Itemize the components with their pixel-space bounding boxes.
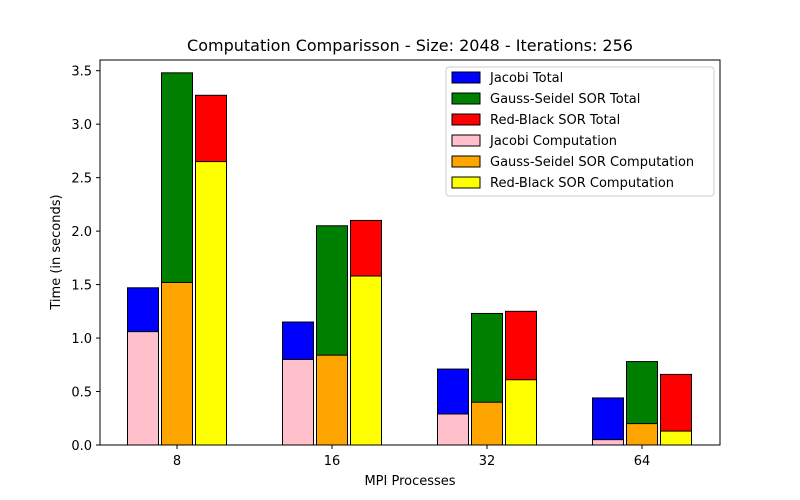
bars-layer — [127, 72, 692, 446]
legend-swatch-jacobi-computation — [451, 134, 481, 147]
bar-red-black-sor-computation-64 — [660, 430, 692, 446]
bar-jacobi-computation-16 — [282, 358, 314, 446]
legend-swatch-gauss-seidel-sor-total — [451, 92, 481, 105]
legend-label-jacobi-total: Jacobi Total — [489, 71, 563, 86]
bar-jacobi-computation-32 — [437, 413, 469, 446]
legend-swatch-red-black-sor-computation — [451, 176, 481, 189]
bar-red-black-sor-computation-32 — [505, 379, 537, 446]
y-axis: 0.0 0.5 1.0 1.5 2.0 2.5 3.0 3.5 — [71, 65, 100, 454]
bar-gauss-seidel-sor-computation-64 — [626, 423, 658, 446]
legend-label-red-black-sor-total: Red-Black SOR Total — [490, 113, 620, 128]
y-tick-label: 2.0 — [71, 225, 92, 240]
bar-jacobi-total-64 — [592, 397, 624, 446]
legend: Jacobi Total Gauss-Seidel SOR Total Red-Bl… — [445, 66, 715, 197]
x-tick-label: 64 — [634, 454, 651, 469]
legend-box — [445, 66, 715, 197]
plot-frame — [99, 59, 721, 446]
legend-label-gauss-seidel-sor-total: Gauss-Seidel SOR Total — [490, 92, 640, 107]
y-tick-label: 0.0 — [71, 439, 92, 454]
y-axis-label: Time (in seconds) — [49, 194, 64, 310]
legend-swatch-gauss-seidel-sor-computation — [451, 155, 481, 168]
bar-gauss-seidel-sor-computation-8 — [161, 281, 193, 446]
x-tick-label: 16 — [324, 454, 341, 469]
legend-label-gauss-seidel-sor-computation: Gauss-Seidel SOR Computation — [490, 155, 694, 170]
y-tick-label: 3.5 — [71, 65, 92, 80]
bar-red-black-sor-computation-16 — [350, 275, 382, 446]
bar-gauss-seidel-sor-computation-16 — [316, 354, 348, 446]
legend-label-jacobi-computation: Jacobi Computation — [489, 134, 617, 149]
legend-swatch-jacobi-total — [451, 71, 481, 84]
y-tick-label: 0.5 — [71, 386, 92, 401]
y-tick-label: 1.5 — [71, 279, 92, 294]
x-axis-label: MPI Processes — [364, 474, 455, 489]
y-tick-label: 2.5 — [71, 172, 92, 187]
bar-red-black-sor-computation-8 — [195, 161, 227, 446]
bar-jacobi-computation-8 — [127, 331, 159, 446]
y-tick-label: 1.0 — [71, 332, 92, 347]
y-tick-label: 3.0 — [71, 118, 92, 133]
bar-jacobi-computation-64 — [592, 439, 624, 446]
chart-title: Computation Comparisson - Size: 2048 - I… — [187, 36, 633, 55]
x-tick-label: 8 — [173, 454, 181, 469]
legend-swatch-red-black-sor-total — [451, 113, 481, 126]
x-axis: 8 16 32 64 — [173, 445, 650, 469]
legend-label-red-black-sor-computation: Red-Black SOR Computation — [490, 176, 674, 191]
bar-gauss-seidel-sor-computation-32 — [471, 401, 503, 446]
x-tick-label: 32 — [479, 454, 496, 469]
